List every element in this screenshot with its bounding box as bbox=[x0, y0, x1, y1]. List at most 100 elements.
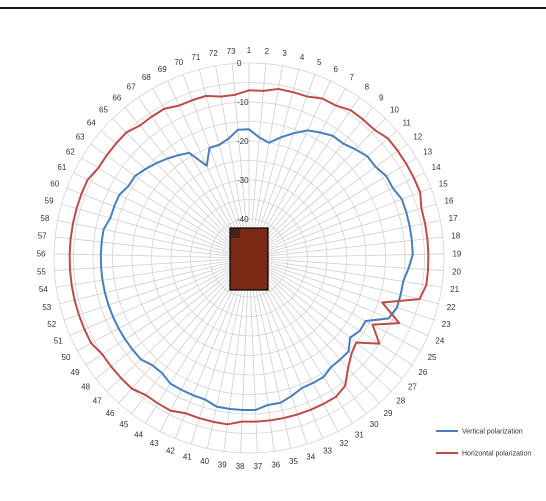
angle-label: 63 bbox=[76, 132, 85, 141]
angle-label: 53 bbox=[42, 303, 51, 312]
grid-spoke bbox=[248, 220, 441, 259]
angle-label: 15 bbox=[439, 180, 448, 189]
grid-spoke bbox=[73, 172, 250, 259]
grid-spoke bbox=[198, 69, 250, 259]
grid-spoke bbox=[248, 257, 403, 379]
radial-tick-label: -40 bbox=[237, 215, 249, 224]
angle-label: 16 bbox=[444, 197, 453, 206]
grid-spoke bbox=[54, 257, 250, 271]
grid-spoke bbox=[248, 187, 432, 259]
grid-spoke bbox=[248, 118, 386, 259]
angle-label: 45 bbox=[119, 420, 128, 429]
angle-label: 27 bbox=[408, 383, 417, 392]
grid-spoke bbox=[248, 107, 374, 259]
angle-label: 17 bbox=[449, 214, 458, 223]
angle-label: 44 bbox=[134, 430, 143, 439]
angle-label: 40 bbox=[200, 457, 209, 466]
series-lines bbox=[68, 87, 430, 426]
angle-label: 6 bbox=[334, 65, 339, 74]
polar-grid bbox=[53, 62, 445, 454]
grid-spoke bbox=[61, 203, 250, 259]
legend-entry: Vertical polarization bbox=[462, 429, 523, 436]
grid-spoke bbox=[59, 257, 250, 305]
grid-spoke bbox=[248, 157, 417, 259]
device-edge-highlight bbox=[230, 228, 240, 238]
grid-spoke bbox=[248, 257, 392, 392]
angle-label: 59 bbox=[45, 197, 54, 206]
angle-label: 62 bbox=[66, 147, 75, 156]
grid-spoke bbox=[118, 257, 250, 404]
angle-label: 19 bbox=[452, 250, 461, 259]
angle-label: 24 bbox=[435, 337, 444, 346]
radial-tick-label: -30 bbox=[237, 176, 249, 185]
grid-spoke bbox=[81, 157, 250, 259]
angle-label: 73 bbox=[227, 47, 236, 56]
legend: Vertical polarization Horizontal polariza… bbox=[436, 429, 531, 458]
angle-label: 56 bbox=[37, 250, 46, 259]
angle-label: 33 bbox=[323, 447, 332, 456]
grid-spoke bbox=[248, 257, 435, 321]
grid-spoke bbox=[69, 257, 250, 336]
angle-label: 55 bbox=[37, 267, 46, 276]
angle-label: 71 bbox=[191, 53, 200, 62]
angle-label: 43 bbox=[150, 439, 159, 448]
angle-label: 36 bbox=[271, 460, 280, 469]
angle-label: 23 bbox=[442, 320, 451, 329]
grid-spoke bbox=[90, 143, 250, 259]
grid-spoke bbox=[248, 69, 300, 259]
angle-label: 20 bbox=[452, 267, 461, 276]
angle-label: 2 bbox=[265, 47, 270, 56]
legend-entry: Horizontal polarization bbox=[462, 451, 531, 458]
grid-spoke bbox=[248, 130, 398, 259]
grid-spoke bbox=[112, 118, 250, 259]
angle-label: 61 bbox=[57, 163, 66, 172]
grid-spoke bbox=[248, 257, 413, 366]
angle-label: 64 bbox=[87, 118, 96, 127]
angle-label: 69 bbox=[158, 65, 167, 74]
angle-label: 47 bbox=[93, 396, 102, 405]
grid-spoke bbox=[100, 130, 250, 259]
grid-spoke bbox=[56, 257, 250, 288]
angle-label: 25 bbox=[428, 353, 437, 362]
top-rule bbox=[0, 7, 546, 9]
grid-spoke bbox=[248, 257, 442, 288]
radial-tick-label: -10 bbox=[237, 98, 249, 107]
angle-label: 4 bbox=[300, 53, 305, 62]
angle-label: 54 bbox=[39, 285, 48, 294]
angle-label: 14 bbox=[432, 163, 441, 172]
grid-spoke bbox=[248, 236, 443, 259]
grid-spoke bbox=[248, 65, 283, 259]
angle-label: 1 bbox=[247, 46, 252, 55]
angle-label: 32 bbox=[339, 439, 348, 448]
angle-label: 57 bbox=[38, 232, 47, 241]
angle-label: 3 bbox=[282, 49, 287, 58]
grid-spoke bbox=[248, 257, 439, 305]
angle-labels: 1 2 3 4567891011121314151617181920212223242… bbox=[37, 46, 462, 471]
angle-label: 50 bbox=[62, 353, 71, 362]
series-line bbox=[99, 128, 414, 411]
angle-label: 58 bbox=[40, 214, 49, 223]
angle-label: 21 bbox=[450, 285, 459, 294]
angle-label: 51 bbox=[54, 337, 63, 346]
angle-label: 37 bbox=[253, 462, 262, 471]
grid-spoke bbox=[248, 172, 425, 259]
angle-label: 42 bbox=[166, 447, 175, 456]
grid-spoke bbox=[248, 63, 267, 259]
grid-spoke bbox=[85, 257, 250, 366]
radial-tick-label: -20 bbox=[237, 137, 249, 146]
grid-spoke bbox=[248, 257, 380, 404]
angle-label: 9 bbox=[379, 93, 384, 102]
grid-spoke bbox=[95, 257, 250, 379]
angle-label: 72 bbox=[209, 49, 218, 58]
angle-label: 65 bbox=[99, 105, 108, 114]
angle-label: 67 bbox=[127, 83, 136, 92]
angle-label: 8 bbox=[365, 83, 370, 92]
angle-label: 52 bbox=[47, 320, 56, 329]
angle-label: 49 bbox=[71, 368, 80, 377]
angle-label: 5 bbox=[317, 58, 322, 67]
angle-label: 41 bbox=[183, 453, 192, 462]
angle-label: 10 bbox=[390, 105, 399, 114]
angle-label: 26 bbox=[418, 368, 427, 377]
angle-label: 11 bbox=[403, 118, 412, 127]
grid-spoke bbox=[124, 107, 250, 259]
